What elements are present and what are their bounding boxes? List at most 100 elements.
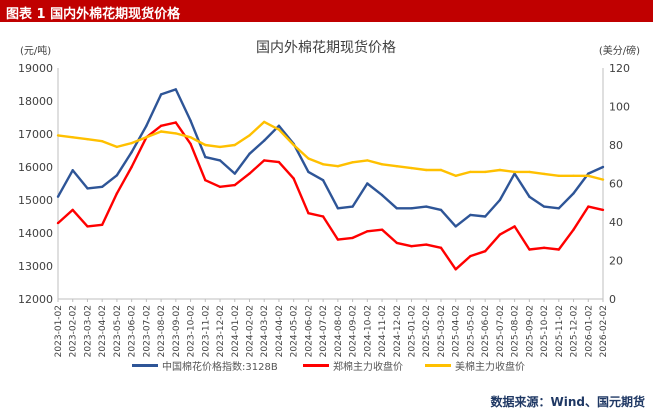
y-right-tick-label: 120 <box>609 62 630 75</box>
series-0-point <box>159 93 163 96</box>
series-2-point <box>292 143 295 147</box>
series-0-point <box>410 207 413 210</box>
series-1-point <box>307 212 310 215</box>
x-tick-label: 2025-03-02 <box>437 305 447 357</box>
series-1-point <box>218 185 222 188</box>
series-2-point <box>395 165 398 168</box>
x-tick-label: 2025-12-02 <box>570 305 580 357</box>
series-0-point <box>56 195 60 198</box>
x-tick-label: 2023-07-02 <box>142 305 152 357</box>
x-tick-label: 2023-01-02 <box>54 305 64 357</box>
series-1-point <box>101 223 104 226</box>
series-1-point <box>498 233 502 236</box>
series-1-point <box>587 205 590 208</box>
series-0-point <box>425 205 428 208</box>
x-tick-label: 2023-02-02 <box>69 305 79 357</box>
x-tick-label: 2023-03-02 <box>83 305 93 357</box>
legend-swatch-cotton-index <box>132 364 158 367</box>
series-2-point <box>159 130 163 133</box>
x-tick-label: 2024-11-02 <box>378 305 388 357</box>
x-tick-label: 2025-02-02 <box>422 305 432 357</box>
series-1-point <box>454 268 457 271</box>
series-1-point <box>410 245 413 248</box>
x-tick-label: 2024-06-02 <box>304 305 314 357</box>
series-1-point <box>189 142 192 146</box>
y-right-tick-label: 80 <box>609 139 623 152</box>
x-tick-label: 2025-08-02 <box>511 305 521 357</box>
series-0-point <box>218 159 222 162</box>
series-0-point <box>204 155 207 159</box>
series-2-point <box>307 157 310 160</box>
series-2-point <box>174 132 177 135</box>
series-2-point <box>513 170 516 174</box>
y-left-tick-label: 12000 <box>18 293 53 306</box>
series-1-point <box>380 228 384 231</box>
series-1-point <box>86 225 89 228</box>
series-0-point <box>248 152 251 155</box>
y-right-tick-label: 40 <box>609 216 623 229</box>
series-1-point <box>277 160 281 164</box>
y-right-tick-label: 20 <box>609 255 623 268</box>
chart-legend: 中国棉花价格指数:3128B 郑棉主力收盘价 美棉主力收盘价 <box>0 358 653 376</box>
series-2-point <box>263 120 266 124</box>
legend-label-us-cotton: 美棉主力收盘价 <box>455 362 525 373</box>
series-2-point <box>233 143 236 147</box>
series-1-point <box>528 248 531 251</box>
series-1-point <box>425 243 428 246</box>
x-tick-label: 2024-05-02 <box>290 305 300 357</box>
x-tick-label: 2024-04-02 <box>275 305 285 357</box>
y-left-tick-label: 19000 <box>18 62 53 75</box>
series-1-point <box>71 208 74 212</box>
figure-header: 图表 1 国内外棉花期现货价格 <box>0 0 653 22</box>
series-0-point <box>351 205 354 208</box>
series-1-point <box>336 238 340 241</box>
x-tick-label: 2023-08-02 <box>157 305 167 357</box>
series-0-point <box>601 165 605 169</box>
series-2-point <box>204 143 207 147</box>
legend-label-zce-cotton: 郑棉主力收盘价 <box>333 362 403 373</box>
series-0-point <box>321 179 325 182</box>
x-tick-label: 2024-10-02 <box>363 305 373 357</box>
y-right-tick-label: 60 <box>609 178 623 191</box>
x-tick-label: 2025-11-02 <box>555 305 565 357</box>
series-1-point <box>351 236 354 240</box>
series-1-point <box>395 241 398 245</box>
series-0-point <box>130 151 133 154</box>
series-0-point <box>366 182 369 185</box>
x-tick-label: 2025-07-02 <box>496 305 506 357</box>
series-2-point <box>601 178 605 181</box>
series-1-point <box>174 121 177 124</box>
x-tick-label: 2023-11-02 <box>201 305 211 357</box>
y-left-tick-label: 13000 <box>18 260 53 273</box>
series-2-point <box>351 161 354 164</box>
x-tick-label: 2025-06-02 <box>481 305 491 357</box>
series-2-point <box>189 136 192 139</box>
x-tick-label: 2024-01-02 <box>231 305 241 357</box>
x-tick-label: 2024-09-02 <box>349 305 359 357</box>
series-2-point <box>115 145 119 149</box>
series-2-point <box>130 141 133 145</box>
series-0-point <box>263 139 266 142</box>
x-tick-label: 2023-06-02 <box>128 305 138 357</box>
chart-title: 国内外棉花期现货价格 <box>256 39 396 56</box>
x-tick-label: 2025-01-02 <box>408 305 418 357</box>
series-0-point <box>71 169 74 172</box>
series-0-point <box>86 187 89 190</box>
series-0-point <box>454 225 457 228</box>
series-0-point <box>189 119 192 123</box>
series-0-point <box>307 170 310 174</box>
series-1-point <box>204 179 207 182</box>
series-2-point <box>528 170 531 174</box>
legend-item-zce-cotton: 郑棉主力收盘价 <box>303 358 403 373</box>
series-1-point <box>542 246 546 249</box>
series-2-point <box>572 174 575 177</box>
x-tick-label: 2024-12-02 <box>393 305 403 357</box>
series-2-point <box>587 174 590 177</box>
line-chart: 国内外棉花期现货价格 (元/吨) (美分/磅) 12000 13000 14000 1… <box>18 39 640 357</box>
series-2-point <box>469 170 472 174</box>
legend-item-us-cotton: 美棉主力收盘价 <box>425 358 525 373</box>
series-2-point <box>425 168 428 172</box>
series-1-point <box>56 221 60 225</box>
series-2-point <box>71 136 74 139</box>
series-1-point <box>366 230 369 233</box>
